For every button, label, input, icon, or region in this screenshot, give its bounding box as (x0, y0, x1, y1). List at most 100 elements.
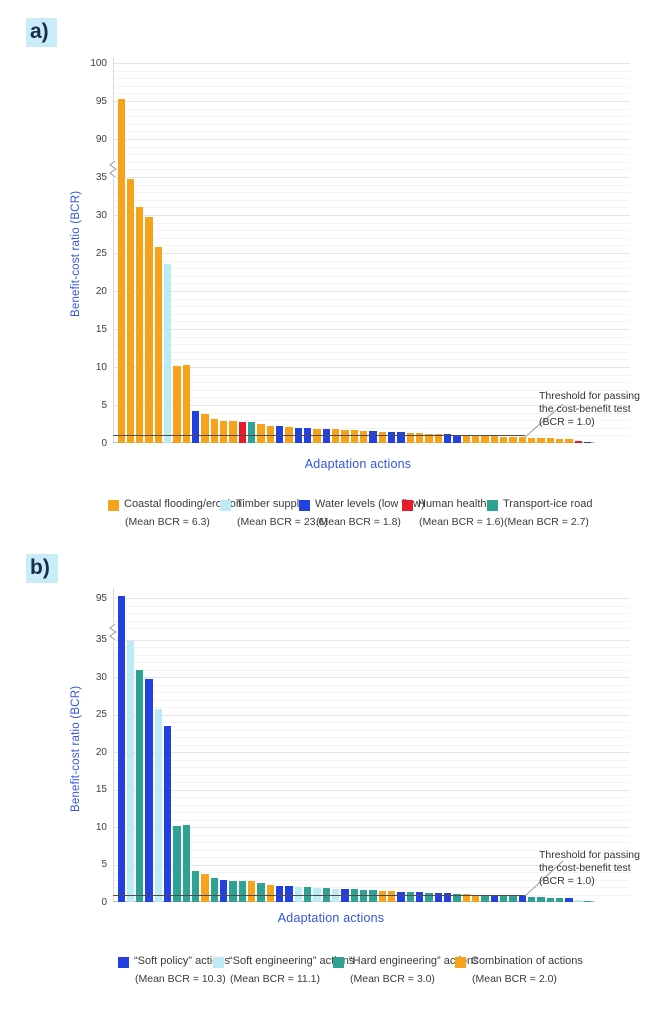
x-axis-title-b: Adaptation actions (277, 911, 385, 925)
bar (584, 441, 592, 443)
annotation-leader-line (113, 58, 630, 448)
gridline (113, 620, 630, 622)
gridline (113, 268, 630, 270)
bar (453, 434, 461, 443)
bar (388, 891, 396, 902)
bar (500, 895, 508, 902)
legend-label: Human health (418, 498, 487, 510)
bar (397, 432, 405, 443)
bar (397, 891, 405, 902)
threshold-annotation-line: (BCR = 1.0) (539, 416, 595, 428)
bar (406, 432, 414, 443)
bar (565, 439, 573, 443)
legend-color-chip (118, 957, 129, 968)
bar (434, 893, 442, 902)
bar (266, 425, 274, 443)
gridline (113, 759, 630, 761)
gridline (113, 692, 630, 693)
threshold-annotation-line: Threshold for passing (539, 849, 640, 861)
bar (556, 897, 564, 902)
bar (285, 886, 293, 902)
bar (378, 890, 386, 902)
gridline (113, 804, 630, 806)
y-tick-label: 35 (95, 171, 107, 183)
bar (136, 669, 144, 902)
threshold-annotation-line: Threshold for passing (539, 390, 640, 402)
legend-color-chip (333, 957, 344, 968)
bar (201, 873, 209, 902)
y-tick-label: 20 (95, 285, 107, 297)
threshold-line (113, 435, 525, 437)
gridline (113, 722, 630, 723)
legend-color-chip (299, 500, 310, 511)
bar (154, 246, 162, 443)
gridline (113, 101, 630, 102)
bar (248, 422, 256, 443)
bar (481, 894, 489, 902)
gridline (113, 230, 630, 232)
gridline (113, 669, 630, 671)
gridline (113, 774, 630, 776)
gridline (113, 63, 630, 64)
legend-mean-bcr: (Mean BCR = 1.6) (419, 516, 504, 528)
gridline (113, 412, 630, 414)
gridline (113, 298, 630, 300)
bar (425, 433, 433, 443)
bar (182, 364, 190, 443)
legend-color-chip (220, 500, 231, 511)
gridline (113, 253, 630, 254)
gridline (113, 306, 630, 308)
gridline (113, 420, 630, 422)
bar (546, 897, 554, 902)
annotation-leader-line (113, 588, 630, 907)
gridline (113, 245, 630, 247)
legend-label: Transport-ice road (503, 498, 593, 510)
bar (425, 892, 433, 902)
threshold-annotation-line: the cost-benefit test (539, 403, 631, 415)
legend-color-chip (402, 500, 413, 511)
y-tick-label: 0 (101, 437, 107, 449)
threshold-line (113, 894, 525, 896)
bar (229, 880, 237, 902)
y-tick-label: 25 (95, 247, 107, 259)
bar (369, 890, 377, 902)
bar (472, 894, 480, 902)
gridline (113, 427, 630, 429)
gridline (113, 744, 630, 746)
gridline (113, 827, 630, 828)
gridline (113, 313, 630, 315)
y-tick-label: 10 (95, 821, 107, 833)
threshold-annotation-a: Threshold for passing the cost-benefit te… (539, 390, 640, 429)
gridline (113, 699, 630, 701)
bar (360, 889, 368, 902)
legend-mean-bcr: (Mean BCR = 3.0) (350, 973, 435, 985)
bar (518, 896, 526, 902)
bar (453, 893, 461, 902)
legend-mean-bcr: (Mean BCR = 23.6) (237, 516, 328, 528)
y-tick-label: 5 (101, 399, 107, 411)
gridline (113, 797, 630, 798)
gridline (113, 752, 630, 753)
bar (369, 430, 377, 443)
legend-color-chip (487, 500, 498, 511)
y-tick-label: 95 (95, 95, 107, 107)
gridline (113, 639, 630, 641)
bar (472, 435, 480, 443)
bar (500, 436, 508, 443)
gridline (113, 222, 630, 224)
y-tick-label: 90 (95, 133, 107, 145)
gridline (113, 154, 630, 156)
gridline (113, 70, 630, 72)
legend-label: Coastal flooding/erosion (124, 498, 243, 510)
gridline (113, 405, 630, 406)
bar (229, 421, 237, 443)
gridline (113, 729, 630, 731)
gridline (113, 864, 630, 866)
bar (565, 898, 573, 902)
bar (238, 422, 246, 443)
bar (145, 217, 153, 443)
bar (276, 426, 284, 443)
axis-break-icon (108, 623, 118, 646)
gridline (113, 677, 630, 678)
gridline (113, 161, 630, 163)
